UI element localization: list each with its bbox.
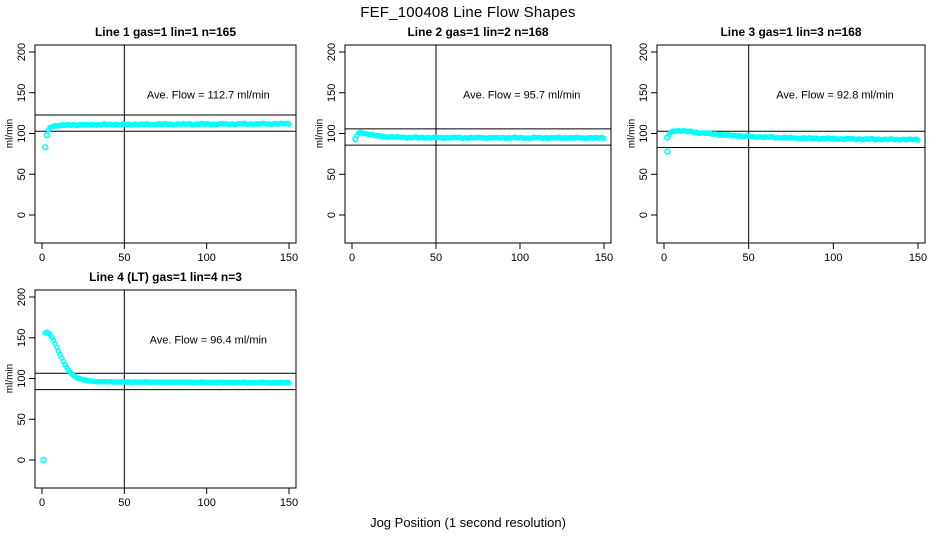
data-series — [664, 127, 921, 155]
x-axis-label: Jog Position (1 second resolution) — [370, 515, 566, 530]
data-point-isolated — [352, 136, 359, 143]
y-tick-label: 200 — [638, 43, 650, 61]
panel-plot: 0 50 100 150 200 0 50 100 150 ml/min Ave. Flow = 1… — [5, 43, 299, 264]
x-tick-label: 50 — [430, 252, 442, 264]
y-axis-label: ml/min — [315, 119, 326, 148]
data-point — [286, 380, 292, 386]
y-tick-label: 50 — [638, 168, 650, 180]
y-tick-label: 50 — [326, 168, 338, 180]
y-tick-label: 150 — [326, 84, 338, 102]
y-tick-label: 0 — [638, 212, 650, 218]
data-point-isolated — [40, 456, 47, 464]
y-tick-label: 200 — [326, 43, 338, 61]
x-tick-label: 0 — [349, 252, 355, 264]
plot-box — [656, 44, 926, 244]
data-point — [601, 135, 607, 142]
data-series — [40, 329, 292, 464]
y-tick-label: 100 — [16, 124, 28, 142]
panel-title: Line 3 gas=1 lin=3 n=168 — [720, 25, 862, 39]
x-tick-label: 100 — [511, 252, 529, 264]
plot-box — [344, 44, 612, 244]
panel-title: Line 2 gas=1 lin=2 n=168 — [407, 25, 549, 39]
plot-box — [34, 44, 297, 244]
y-tick-label: 200 — [16, 288, 28, 306]
data-series — [352, 129, 607, 143]
x-tick-label: 50 — [118, 497, 130, 509]
y-tick-label: 150 — [16, 329, 28, 347]
panel-plot: 0 50 100 150 200 0 50 100 150 ml/min Ave. Flow = 9… — [5, 288, 299, 509]
y-axis-label: ml/min — [5, 364, 16, 393]
x-tick-label: 50 — [743, 252, 755, 264]
y-tick-label: 0 — [326, 212, 338, 218]
x-tick-label: 0 — [39, 497, 45, 509]
panel-title: Line 4 (LT) gas=1 lin=4 n=3 — [89, 270, 242, 284]
ave-flow-annotation: Ave. Flow = 112.7 ml/min — [147, 89, 270, 101]
ave-flow-annotation: Ave. Flow = 95.7 ml/min — [463, 89, 580, 101]
data-point — [286, 121, 292, 128]
x-tick-label: 150 — [595, 252, 613, 264]
x-tick-label: 100 — [824, 252, 842, 264]
panel-plot: 0 50 100 150 200 0 50 100 150 ml/min Ave. Flow = 9… — [315, 43, 614, 264]
data-point-isolated — [43, 131, 51, 139]
data-point-isolated — [664, 134, 671, 141]
x-tick-label: 50 — [118, 252, 130, 264]
x-tick-label: 150 — [909, 252, 927, 264]
data-series — [42, 120, 292, 151]
x-tick-label: 100 — [197, 497, 215, 509]
ave-flow-annotation: Ave. Flow = 96.4 ml/min — [150, 334, 267, 346]
y-axis-label: ml/min — [627, 119, 638, 148]
plot-box — [34, 289, 297, 489]
data-point-isolated — [664, 148, 671, 155]
panel-title: Line 1 gas=1 lin=1 n=165 — [94, 25, 237, 39]
y-tick-label: 100 — [16, 369, 28, 387]
y-tick-label: 0 — [16, 212, 28, 218]
data-point-isolated — [42, 144, 49, 151]
x-tick-label: 100 — [197, 252, 215, 264]
y-tick-label: 50 — [16, 168, 28, 180]
y-tick-label: 150 — [638, 84, 650, 102]
y-tick-label: 200 — [16, 43, 28, 61]
x-tick-label: 150 — [280, 497, 298, 509]
y-tick-label: 50 — [16, 413, 28, 425]
y-axis-label: ml/min — [5, 119, 16, 148]
x-tick-label: 0 — [39, 252, 45, 264]
y-tick-label: 150 — [16, 84, 28, 102]
y-tick-label: 100 — [638, 124, 650, 142]
data-point — [915, 137, 921, 143]
x-tick-label: 150 — [280, 252, 298, 264]
x-tick-label: 0 — [661, 252, 667, 264]
y-tick-label: 100 — [326, 124, 338, 142]
y-tick-label: 0 — [16, 457, 28, 463]
panel-plot: 0 50 100 150 200 0 50 100 150 ml/min Ave. Flow = 9… — [627, 43, 928, 264]
ave-flow-annotation: Ave. Flow = 92.8 ml/min — [776, 89, 893, 101]
figure-title: FEF_100408 Line Flow Shapes — [360, 4, 576, 21]
